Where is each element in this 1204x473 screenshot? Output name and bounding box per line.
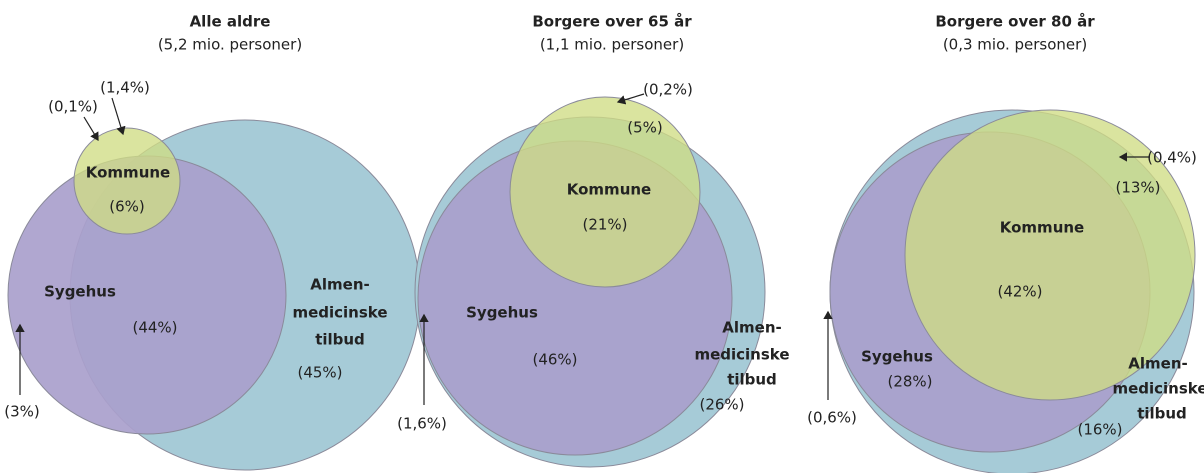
kommune-circle [73, 127, 181, 235]
kommune-label: Kommune [1000, 219, 1084, 237]
panel-subtitle: (5,2 mio. personer) [158, 36, 302, 54]
note: (0,6%) [807, 409, 857, 427]
note: (3%) [4, 403, 40, 421]
almen-share: (45%) [297, 364, 342, 382]
sygehus-share: (44%) [132, 319, 177, 337]
note: (13%) [1115, 179, 1160, 197]
arrow [111, 97, 126, 136]
panel-title: Alle aldre [190, 13, 271, 31]
note: (1,6%) [397, 415, 447, 433]
note: (0,4%) [1147, 149, 1197, 167]
almen-label: Almen- [310, 276, 369, 294]
almen-share: (16%) [1077, 421, 1122, 439]
panel-title: Borgere over 80 år [935, 13, 1095, 31]
kommune-circle [904, 109, 1196, 401]
panel-subtitle: (1,1 mio. personer) [540, 36, 684, 54]
kommune-circle [509, 96, 701, 288]
almen-label: medicinske [694, 346, 789, 364]
panel-title: Borgere over 65 år [532, 13, 692, 31]
almen-label: tilbud [315, 331, 365, 349]
kommune-label: Kommune [86, 164, 170, 182]
note: (0,2%) [643, 81, 693, 99]
kommune-share: (42%) [997, 283, 1042, 301]
kommune-share: (6%) [109, 198, 145, 216]
sygehus-share: (46%) [532, 351, 577, 369]
arrow [616, 93, 645, 105]
note: (0,1%) [48, 98, 98, 116]
almen-label: tilbud [727, 371, 777, 389]
almen-label: tilbud [1137, 405, 1187, 423]
note: (1,4%) [100, 79, 150, 97]
almen-label: Almen- [1128, 355, 1187, 373]
almen-share: (26%) [699, 396, 744, 414]
panel-subtitle: (0,3 mio. personer) [943, 36, 1087, 54]
almen-label: Almen- [722, 319, 781, 337]
arrow [83, 116, 99, 142]
sygehus-label: Sygehus [861, 348, 933, 366]
kommune-label: Kommune [567, 181, 651, 199]
sygehus-label: Sygehus [44, 283, 116, 301]
almen-label: medicinske [292, 304, 387, 322]
sygehus-label: Sygehus [466, 304, 538, 322]
sygehus-share: (28%) [887, 373, 932, 391]
almen-label: medicinske [1112, 380, 1204, 398]
note: (5%) [627, 119, 663, 137]
kommune-share: (21%) [582, 216, 627, 234]
